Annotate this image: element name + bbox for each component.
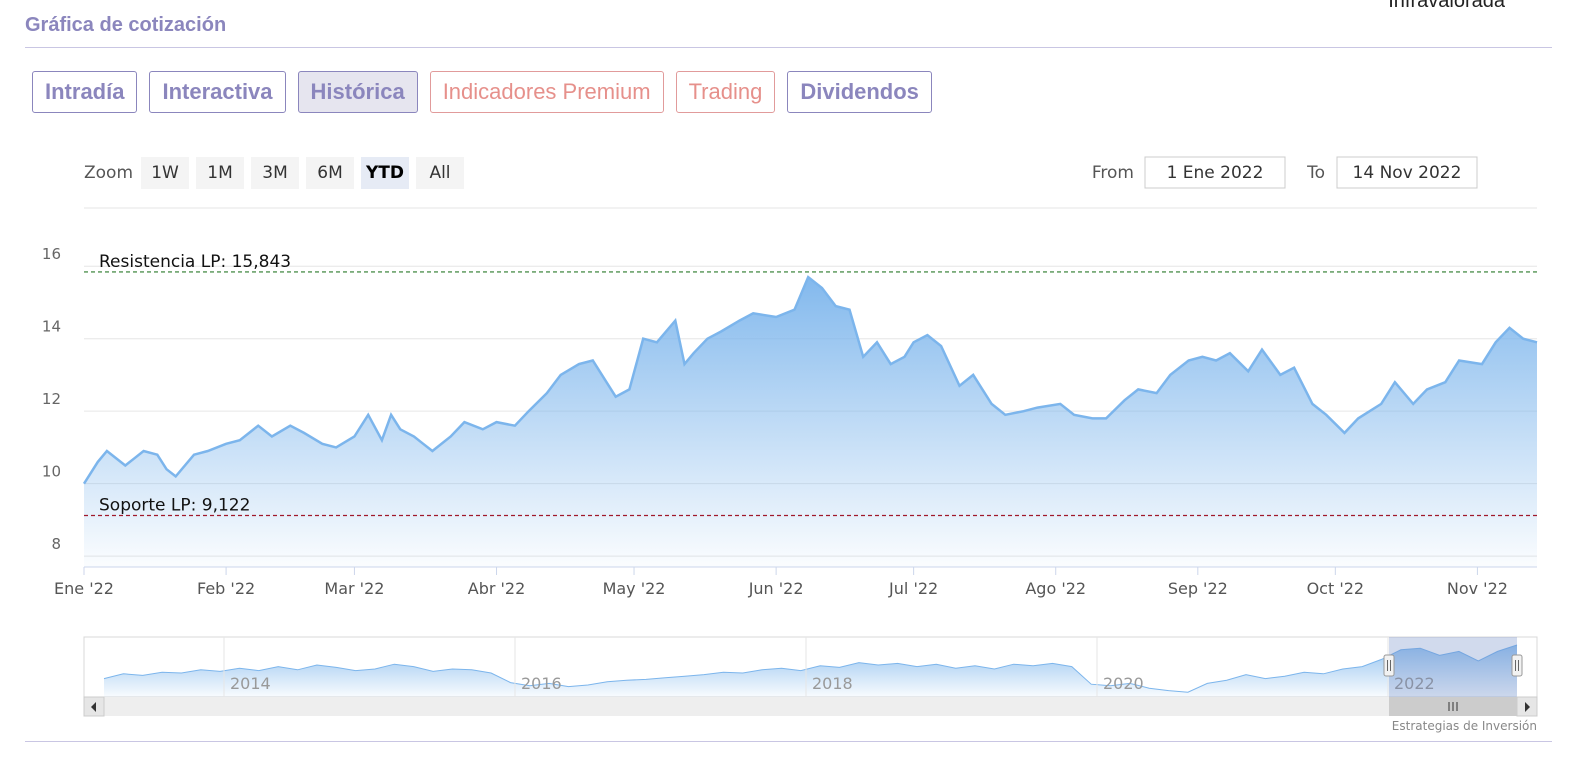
x-tick-label: Abr '22 bbox=[468, 579, 526, 598]
tab-intradia[interactable]: Intradía bbox=[32, 71, 138, 113]
navigator[interactable]: 2014 2016 2018 2020 2022 bbox=[83, 636, 1538, 698]
x-tick-label: Mar '22 bbox=[324, 579, 384, 598]
chart-type-tabs: Intradía Interactiva Histórica Indicador… bbox=[32, 71, 932, 113]
zoom-label: Zoom bbox=[84, 163, 133, 183]
range-buttons: 1W 1M 3M 6M YTD All bbox=[141, 157, 464, 189]
from-date-field[interactable] bbox=[1144, 156, 1286, 189]
scrollbar[interactable] bbox=[83, 696, 1538, 717]
navigator-left-handle[interactable] bbox=[1383, 654, 1395, 677]
y-tick-label: 16 bbox=[42, 245, 61, 263]
range-button-3m[interactable]: 3M bbox=[262, 163, 287, 183]
price-area-fill bbox=[84, 277, 1537, 567]
to-date-field[interactable] bbox=[1336, 156, 1478, 189]
range-button-1m[interactable]: 1M bbox=[207, 163, 232, 183]
tab-historica[interactable]: Histórica bbox=[297, 71, 418, 113]
from-date-value: 1 Ene 2022 bbox=[1167, 163, 1264, 183]
scroll-right-arrow-icon bbox=[1525, 702, 1530, 712]
handle-grip-icon bbox=[1515, 660, 1519, 671]
section-title: Gráfica de cotización bbox=[25, 14, 227, 36]
y-tick-label: 10 bbox=[42, 463, 61, 481]
rating-label: Infravalorada bbox=[1388, 0, 1505, 12]
x-tick-label: Ago '22 bbox=[1025, 579, 1086, 598]
x-tick-label: Sep '22 bbox=[1168, 579, 1228, 598]
navigator-line bbox=[103, 644, 1518, 693]
tab-trading[interactable]: Trading bbox=[675, 71, 776, 113]
navigator-tick-label: 2022 bbox=[1394, 674, 1435, 693]
x-tick-label: Jul '22 bbox=[888, 579, 938, 598]
y-tick-label: 14 bbox=[42, 318, 61, 336]
range-6m-bg bbox=[306, 157, 354, 189]
navigator-tick-label: 2018 bbox=[812, 674, 853, 693]
y-tick-label: 12 bbox=[42, 390, 61, 408]
scrollbar-track[interactable] bbox=[84, 697, 1537, 716]
to-label: To bbox=[1306, 163, 1325, 183]
range-ytd-bg bbox=[361, 157, 409, 189]
navigator-tick-label: 2016 bbox=[521, 674, 562, 693]
range-1m-bg bbox=[196, 157, 244, 189]
tab-interactiva[interactable]: Interactiva bbox=[149, 71, 286, 113]
x-tick-label: Oct '22 bbox=[1307, 579, 1365, 598]
x-tick-label: Feb '22 bbox=[197, 579, 255, 598]
range-3m-bg bbox=[251, 157, 299, 189]
navigator-area bbox=[104, 645, 1517, 697]
tab-dividendos[interactable]: Dividendos bbox=[787, 71, 932, 113]
resistance-label: Resistencia LP: 15,843 bbox=[99, 252, 291, 272]
navigator-tick-label: 2020 bbox=[1103, 674, 1144, 693]
price-line bbox=[82, 275, 1538, 485]
range-button-ytd[interactable]: YTD bbox=[365, 163, 404, 183]
range-button-1w[interactable]: 1W bbox=[151, 163, 179, 183]
x-axis-ticks: Ene '22 Feb '22 Mar '22 Abr '22 May '22 Jun '… bbox=[54, 567, 1508, 598]
navigator-selection bbox=[1389, 637, 1517, 697]
price-area-series bbox=[82, 275, 1538, 567]
range-button-all[interactable]: All bbox=[429, 163, 450, 183]
navigator-tick-label: 2014 bbox=[230, 674, 271, 693]
handle-grip-icon bbox=[1387, 660, 1391, 671]
x-tick-label: Jun '22 bbox=[748, 579, 804, 598]
navigator-right-handle[interactable] bbox=[1511, 654, 1523, 677]
tab-indicadores-premium[interactable]: Indicadores Premium bbox=[429, 71, 664, 113]
chart-credit: Estrategias de Inversión bbox=[1391, 719, 1537, 733]
y-tick-label: 8 bbox=[51, 535, 61, 553]
to-date-value: 14 Nov 2022 bbox=[1353, 163, 1462, 183]
support-resistance-lines: Resistencia LP: 15,843 Soporte LP: 9,122 bbox=[84, 252, 1537, 517]
y-axis-ticks: 8 10 12 14 16 bbox=[42, 245, 61, 553]
scrollbar-grip-icon bbox=[1448, 702, 1458, 711]
range-1w-bg bbox=[141, 157, 189, 189]
title-divider bbox=[25, 47, 1552, 48]
range-button-6m[interactable]: 6M bbox=[317, 163, 342, 183]
bottom-divider bbox=[25, 741, 1552, 742]
scroll-left-arrow-icon bbox=[91, 702, 96, 712]
support-label: Soporte LP: 9,122 bbox=[99, 495, 250, 515]
x-tick-label: Nov '22 bbox=[1447, 579, 1508, 598]
x-tick-label: Ene '22 bbox=[54, 579, 114, 598]
range-all-bg bbox=[416, 157, 464, 189]
x-tick-label: May '22 bbox=[603, 579, 666, 598]
from-label: From bbox=[1092, 163, 1134, 183]
